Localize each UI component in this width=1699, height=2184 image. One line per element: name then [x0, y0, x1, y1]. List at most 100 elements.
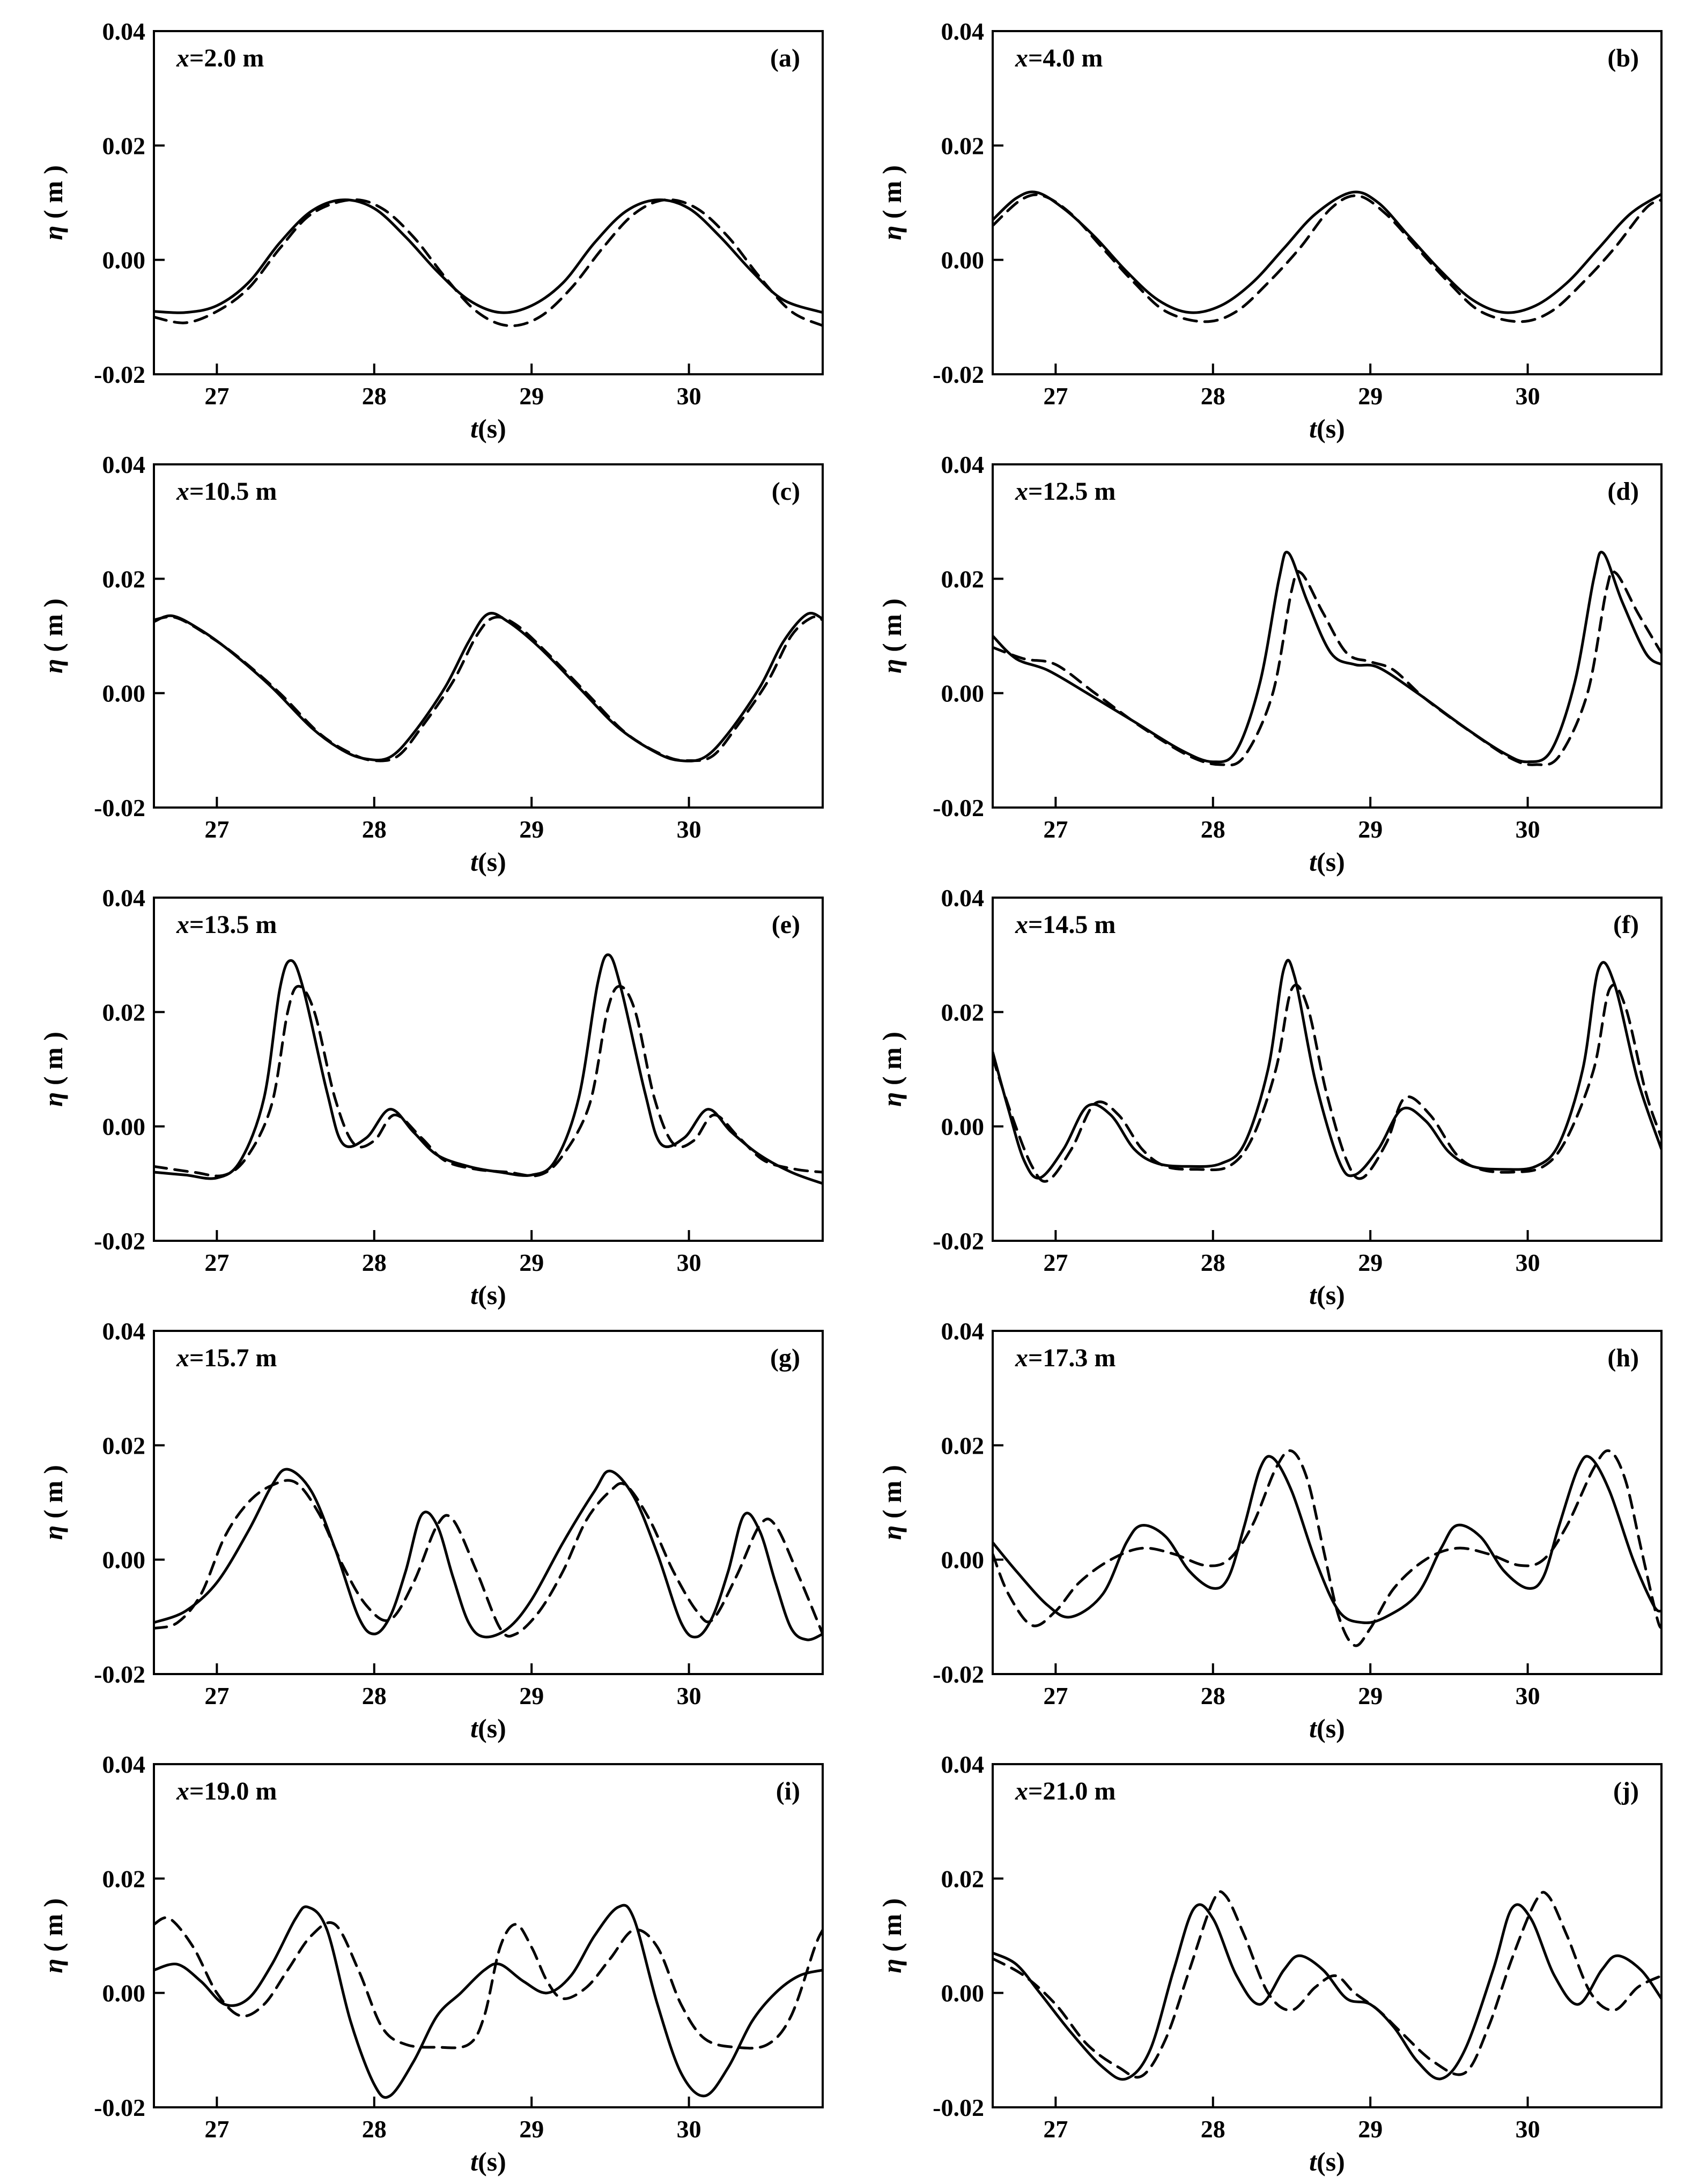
solid-curve: [993, 551, 1661, 764]
x-tick-label: 29: [1358, 1682, 1383, 1709]
axes-box: [992, 1763, 1663, 2108]
position-annotation: x=2.0 m: [176, 44, 264, 72]
y-tick-label: 0.02: [102, 565, 146, 593]
x-tick-label: 29: [519, 1249, 544, 1276]
subplot-c: 27 28 29 30 -0.02 0.00 0.02 0.04 t(s) η ( m ) x=10…: [38, 451, 824, 877]
x-tick-label: 30: [677, 2115, 701, 2143]
y-tick-label: 0.00: [941, 1113, 985, 1141]
x-tick-label: 27: [1043, 1249, 1068, 1276]
subplot-f: 27 28 29 30 -0.02 0.00 0.02 0.04 t(s) η ( m ) x=14…: [877, 884, 1663, 1310]
x-axis-label: t(s): [1309, 2146, 1345, 2176]
axes-box: [992, 1330, 1663, 1675]
y-tick-label: 0.02: [941, 565, 985, 593]
position-annotation: x=12.5 m: [1015, 477, 1116, 506]
y-tick-label: -0.02: [94, 361, 145, 388]
x-axis-label: t(s): [470, 413, 506, 443]
subplot-h: 27 28 29 30 -0.02 0.00 0.02 0.04 t(s) η ( m ) x=17…: [877, 1317, 1663, 1743]
position-annotation: x=14.5 m: [1015, 910, 1116, 939]
y-tick-label: -0.02: [933, 1661, 984, 1688]
y-tick-label: 0.04: [941, 18, 985, 45]
y-axis-label: η ( m ): [38, 1465, 68, 1540]
panel-letter: (e): [772, 910, 800, 939]
dashed-curve: [993, 983, 1661, 1183]
panel-letter: (f): [1613, 910, 1639, 939]
x-axis-label: t(s): [1309, 847, 1345, 877]
y-axis-label: η ( m ): [877, 598, 907, 673]
subplot-a: 27 28 29 30 -0.02 0.00 0.02 0.04 t(s) η ( m ) x=2.…: [38, 18, 824, 443]
solid-curve: [993, 1903, 1661, 2081]
y-axis-label: η ( m ): [38, 165, 68, 240]
y-tick-label: 0.02: [102, 998, 146, 1026]
dashed-curve: [993, 1890, 1661, 2079]
subplot-e: 27 28 29 30 -0.02 0.00 0.02 0.04 t(s) η ( m ) x=13…: [38, 884, 824, 1310]
x-tick-label: 30: [1516, 816, 1540, 843]
y-axis-label: η ( m ): [38, 1032, 68, 1107]
y-tick-label: -0.02: [933, 1227, 984, 1255]
y-tick-label: 0.04: [941, 451, 985, 478]
y-tick-label: 0.02: [102, 1865, 146, 1892]
subplot-b: 27 28 29 30 -0.02 0.00 0.02 0.04 t(s) η ( m ) x=4.…: [877, 18, 1663, 443]
x-tick-label: 27: [204, 816, 229, 843]
position-annotation: x=17.3 m: [1015, 1344, 1116, 1372]
y-tick-label: 0.00: [941, 1980, 985, 2007]
dashed-curve: [154, 1916, 823, 2050]
subplot-i: 27 28 29 30 -0.02 0.00 0.02 0.04 t(s) η ( m ) x=19…: [38, 1751, 824, 2176]
x-tick-label: 27: [204, 2115, 229, 2143]
x-tick-label: 28: [1201, 816, 1225, 843]
axes-box: [153, 1763, 824, 2108]
panel-letter: (g): [770, 1344, 800, 1372]
y-tick-label: 0.04: [941, 1751, 985, 1778]
axes-box: [992, 463, 1663, 809]
y-tick-label: -0.02: [94, 794, 145, 821]
x-tick-label: 29: [1358, 1249, 1383, 1276]
x-tick-label: 27: [1043, 2115, 1068, 2143]
x-tick-label: 30: [1516, 1249, 1540, 1276]
solid-curve: [993, 1455, 1661, 1624]
y-tick-label: 0.04: [102, 1751, 146, 1778]
axes-box: [153, 30, 824, 375]
dashed-curve: [993, 569, 1661, 767]
position-annotation: x=4.0 m: [1015, 44, 1103, 72]
x-axis-label: t(s): [470, 2146, 506, 2176]
x-tick-label: 30: [677, 816, 701, 843]
y-tick-label: -0.02: [94, 1227, 145, 1255]
solid-curve: [993, 190, 1661, 314]
x-tick-label: 27: [204, 1249, 229, 1276]
y-tick-label: 0.04: [102, 451, 146, 478]
x-tick-label: 27: [1043, 382, 1068, 410]
axes-box: [992, 30, 1663, 375]
dashed-curve: [154, 984, 823, 1178]
y-tick-label: -0.02: [933, 361, 984, 388]
x-tick-label: 28: [1201, 382, 1225, 410]
x-tick-label: 28: [362, 816, 387, 843]
solid-curve: [154, 953, 823, 1185]
subplot-d: 27 28 29 30 -0.02 0.00 0.02 0.04 t(s) η ( m ) x=12…: [877, 451, 1663, 877]
x-tick-label: 30: [1516, 382, 1540, 410]
figure-grid: 27 28 29 30 -0.02 0.00 0.02 0.04 t(s) η ( m ) x=2.…: [28, 16, 1699, 2178]
axes-box: [153, 1330, 824, 1675]
x-tick-label: 28: [362, 2115, 387, 2143]
y-tick-label: 0.04: [102, 1317, 146, 1345]
position-annotation: x=21.0 m: [1015, 1777, 1116, 1805]
y-tick-label: 0.00: [941, 1546, 985, 1574]
y-tick-label: 0.00: [102, 1546, 146, 1574]
axes-box: [153, 463, 824, 809]
dashed-curve: [993, 193, 1661, 323]
y-tick-label: 0.04: [941, 1317, 985, 1345]
dashed-curve: [993, 1449, 1661, 1647]
x-tick-label: 29: [519, 1682, 544, 1709]
y-tick-label: 0.00: [941, 680, 985, 707]
position-annotation: x=10.5 m: [176, 477, 277, 506]
x-tick-label: 30: [677, 1249, 701, 1276]
y-tick-label: -0.02: [933, 794, 984, 821]
y-tick-label: 0.02: [941, 1432, 985, 1459]
y-tick-label: 0.00: [102, 680, 146, 707]
y-axis-label: η ( m ): [38, 598, 68, 673]
y-tick-label: 0.02: [102, 1432, 146, 1459]
position-annotation: x=19.0 m: [176, 1777, 277, 1805]
x-axis-label: t(s): [470, 847, 506, 877]
x-axis-label: t(s): [470, 1280, 506, 1310]
axes-box: [992, 897, 1663, 1242]
y-tick-label: 0.04: [102, 884, 146, 912]
x-tick-label: 28: [1201, 1249, 1225, 1276]
